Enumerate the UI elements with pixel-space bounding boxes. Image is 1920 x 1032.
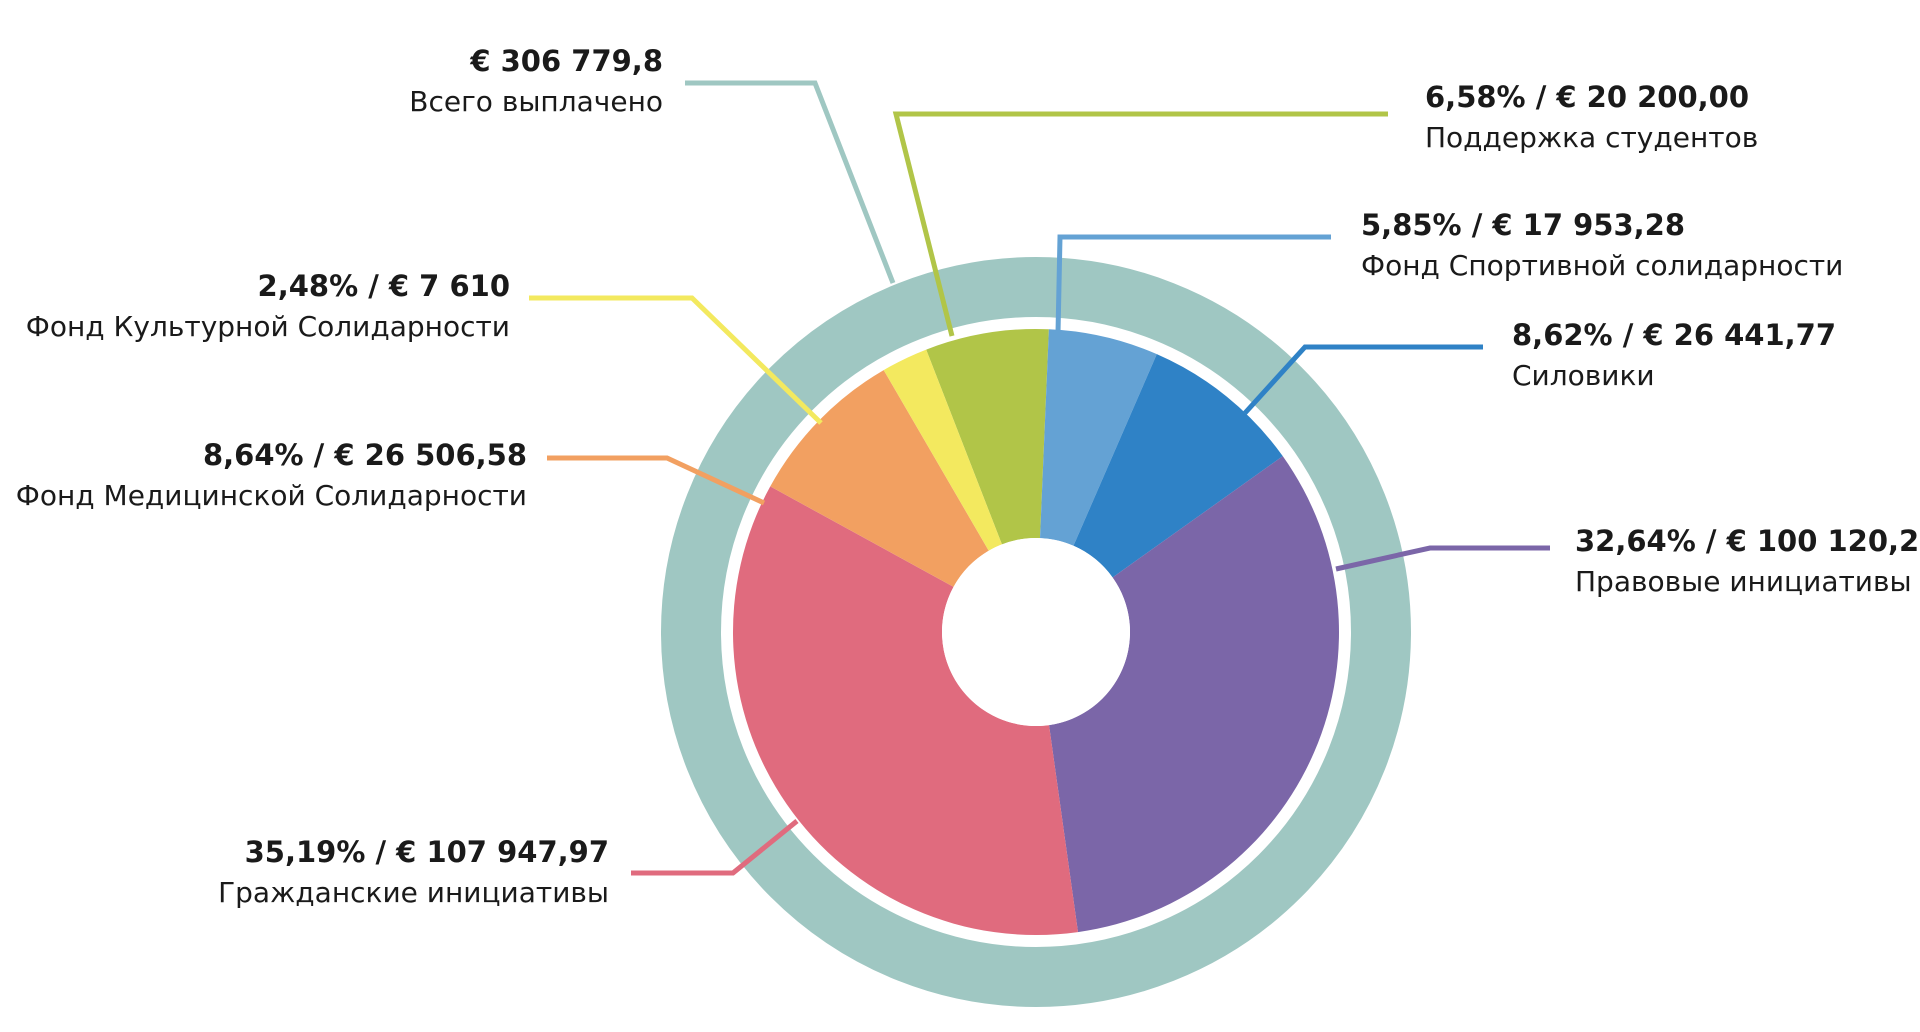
slice-4-name-label: Правовые инициативы xyxy=(1575,565,1912,598)
pie-slice-3 xyxy=(1073,354,1283,578)
slice-7-name-label: Фонд Культурной Солидарности xyxy=(26,310,510,343)
leader-line-7 xyxy=(529,295,823,425)
leader-line-6 xyxy=(547,455,766,506)
slice-5-name-label: Гражданские инициативы xyxy=(218,876,609,909)
slice-2-value-label: 5,85% / € 17 953,28 xyxy=(1361,208,1685,242)
slice-6-name-label: Фонд Медицинской Солидарности xyxy=(16,479,527,512)
leader-line-3 xyxy=(1243,344,1483,415)
pie-slice-7 xyxy=(883,349,1002,551)
pie-slice-6 xyxy=(770,370,989,587)
slice-6-value-label: 8,64% / € 26 506,58 xyxy=(203,438,527,472)
leader-line-2 xyxy=(1055,234,1331,334)
leader-line-4 xyxy=(1335,545,1550,572)
slice-5-value-label: 35,19% / € 107 947,97 xyxy=(245,835,609,869)
slice-4-value-label: 32,64% / € 100 120,2 xyxy=(1575,524,1919,558)
slice-3-value-label: 8,62% / € 26 441,77 xyxy=(1512,318,1836,352)
pie-slice-1 xyxy=(926,329,1049,545)
total-leader-line xyxy=(685,80,896,284)
total-name-label: Всего выплачено xyxy=(409,85,663,118)
slice-2-name-label: Фонд Спортивной солидарности xyxy=(1361,249,1843,282)
slice-1-value-label: 6,58% / € 20 200,00 xyxy=(1425,80,1749,114)
slice-7-value-label: 2,48% / € 7 610 xyxy=(258,269,510,303)
total-ring xyxy=(661,257,1411,1007)
leader-line-1 xyxy=(892,111,1388,337)
donut-hole xyxy=(942,538,1130,726)
slice-1-name-label: Поддержка студентов xyxy=(1425,121,1758,154)
pie-slice-4 xyxy=(1049,456,1339,933)
leader-line-5 xyxy=(631,819,799,876)
total-value-label: € 306 779,8 xyxy=(469,44,663,78)
pie-slice-5 xyxy=(733,486,1078,935)
slice-3-name-label: Силовики xyxy=(1512,359,1655,392)
pie-slice-2 xyxy=(1039,329,1157,546)
